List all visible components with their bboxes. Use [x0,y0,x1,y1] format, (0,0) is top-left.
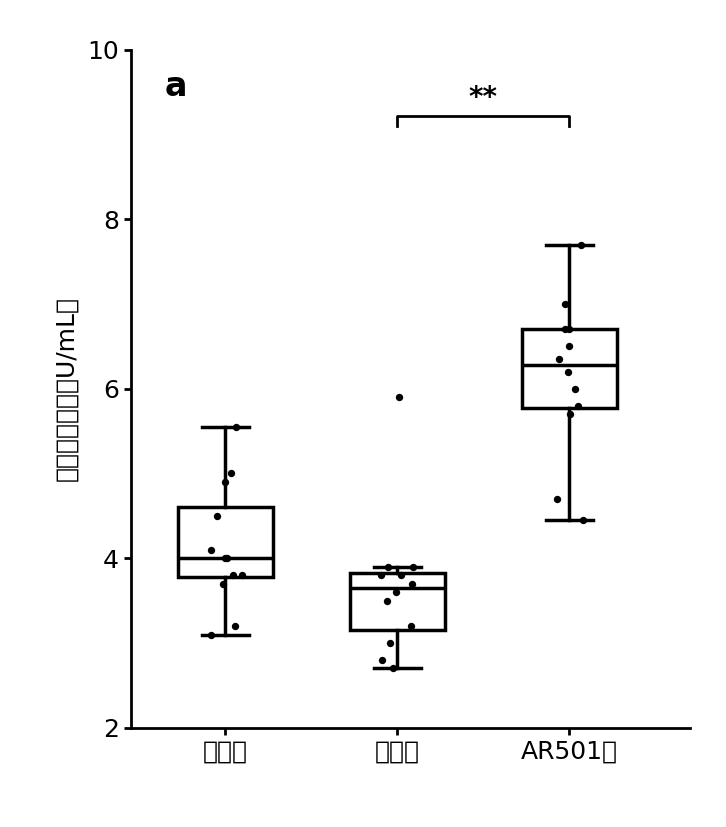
Point [563,366,574,379]
Point [551,492,563,505]
Point [382,594,393,607]
Point [407,577,418,590]
Text: **: ** [469,84,498,112]
Point [211,509,223,523]
Point [205,543,216,557]
Point [406,619,417,633]
Point [221,552,232,565]
Point [384,637,396,650]
Point [563,340,575,353]
Point [375,569,387,582]
Point [388,662,399,675]
Point [219,476,231,489]
PathPatch shape [178,508,272,577]
Point [382,560,393,573]
PathPatch shape [522,329,616,408]
Point [559,323,571,336]
Point [227,569,239,582]
Point [377,653,388,667]
Point [236,569,248,582]
PathPatch shape [350,573,444,630]
Point [563,323,574,336]
Point [205,628,216,641]
Point [230,420,242,433]
Point [569,382,581,395]
Point [219,552,231,565]
Point [217,577,229,590]
Point [393,390,405,404]
Point [564,408,576,421]
Point [395,569,407,582]
Text: a: a [164,70,187,103]
Point [575,238,587,251]
Point [229,619,241,633]
Y-axis label: 总抗氧化能力（U/mL）: 总抗氧化能力（U/mL） [54,296,79,481]
Point [226,466,237,480]
Point [559,298,571,311]
Point [553,352,565,366]
Point [578,514,590,527]
Point [390,586,401,599]
Point [407,560,419,573]
Point [572,399,584,413]
